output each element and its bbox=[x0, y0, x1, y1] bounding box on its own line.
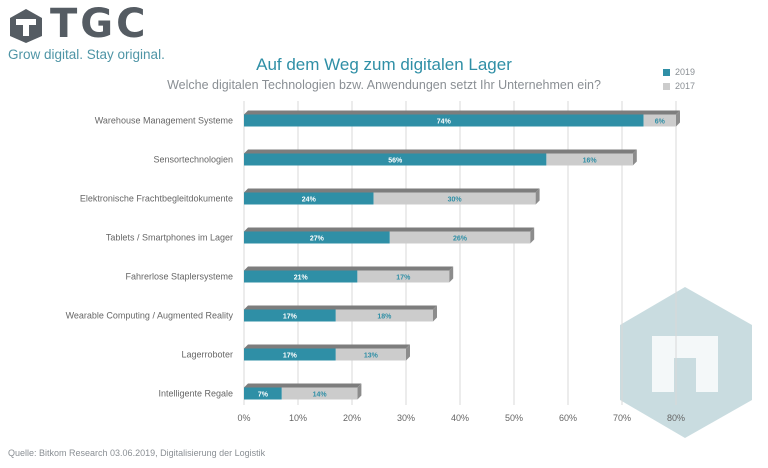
x-tick-label: 80% bbox=[667, 413, 685, 423]
bar-2017 bbox=[335, 348, 406, 361]
bar-side-shadow bbox=[357, 383, 362, 400]
bar-2017 bbox=[373, 192, 536, 205]
bar-side-shadow bbox=[406, 344, 410, 361]
bar-2019 bbox=[244, 348, 336, 361]
x-tick-label: 40% bbox=[451, 413, 469, 423]
data-label-2017: 17% bbox=[396, 275, 411, 282]
bar-side-shadow bbox=[676, 110, 680, 127]
data-label-2017: 6% bbox=[655, 119, 666, 126]
bar-side-shadow bbox=[530, 227, 535, 244]
bar-2019 bbox=[244, 192, 374, 205]
data-label-2017: 13% bbox=[364, 353, 379, 360]
category-label: Wearable Computing / Augmented Reality bbox=[66, 311, 234, 321]
legend-item-2019: 2019 bbox=[663, 65, 695, 79]
legend-swatch-2017 bbox=[663, 82, 670, 90]
legend-item-2017: 2017 bbox=[663, 79, 695, 93]
category-label: Lagerroboter bbox=[181, 350, 233, 360]
bar-top-shadow bbox=[244, 227, 535, 232]
x-tick-label: 60% bbox=[559, 413, 577, 423]
legend-label-2019: 2019 bbox=[675, 67, 696, 77]
tgc-logo-icon bbox=[10, 9, 42, 43]
category-label: Elektronische Frachtbegleitdokumente bbox=[80, 194, 233, 204]
brand-name: TGC bbox=[50, 1, 149, 47]
watermark-hexagon-icon bbox=[620, 287, 752, 438]
data-label-2019: 21% bbox=[294, 275, 309, 282]
bar-2017 bbox=[389, 231, 531, 244]
bar-side-shadow bbox=[433, 305, 437, 322]
data-label-2017: 16% bbox=[583, 158, 598, 165]
legend-label-2017: 2017 bbox=[675, 81, 696, 91]
bar-side-shadow bbox=[449, 266, 454, 283]
bar-2017 bbox=[546, 153, 633, 166]
source-note: Quelle: Bitkom Research 03.06.2019, Digi… bbox=[8, 448, 266, 458]
bar-side-shadow bbox=[632, 149, 637, 166]
x-tick-label: 30% bbox=[397, 413, 415, 423]
bar-2017 bbox=[281, 387, 358, 400]
data-label-2019: 7% bbox=[258, 392, 269, 399]
category-label: Intelligente Regale bbox=[158, 389, 233, 399]
x-tick-label: 70% bbox=[613, 413, 631, 423]
bar-top-shadow bbox=[244, 149, 637, 154]
data-label-2019: 74% bbox=[437, 119, 452, 126]
data-label-2017: 30% bbox=[448, 197, 463, 204]
bar-2017 bbox=[357, 270, 450, 283]
data-label-2017: 18% bbox=[377, 314, 392, 321]
category-label: Fahrerlose Staplersysteme bbox=[125, 272, 233, 282]
bar-2019 bbox=[244, 387, 282, 400]
data-label-2019: 56% bbox=[388, 158, 403, 165]
chart-title: Auf dem Weg zum digitalen Lager bbox=[256, 55, 512, 74]
bar-top-shadow bbox=[244, 305, 437, 310]
legend: 2019 2017 bbox=[663, 65, 695, 93]
bar-2017 bbox=[335, 309, 433, 322]
chart-subtitle: Welche digitalen Technologien bzw. Anwen… bbox=[167, 78, 601, 92]
bar-top-shadow bbox=[244, 344, 410, 349]
x-tick-label: 10% bbox=[289, 413, 307, 423]
x-tick-label: 50% bbox=[505, 413, 523, 423]
bar-2019 bbox=[244, 114, 644, 127]
bar-2019 bbox=[244, 309, 336, 322]
category-label: Warehouse Management Systeme bbox=[95, 116, 233, 126]
bar-top-shadow bbox=[244, 188, 540, 193]
bar-top-shadow bbox=[244, 110, 680, 115]
data-label-2019: 17% bbox=[283, 353, 298, 360]
data-label-2017: 26% bbox=[453, 236, 468, 243]
bar-side-shadow bbox=[535, 188, 540, 205]
x-tick-label: 20% bbox=[343, 413, 361, 423]
data-label-2019: 17% bbox=[283, 314, 298, 321]
data-label-2019: 27% bbox=[310, 236, 325, 243]
category-label: Tablets / Smartphones im Lager bbox=[106, 233, 233, 243]
bar-top-shadow bbox=[244, 383, 362, 388]
legend-swatch-2019 bbox=[663, 68, 670, 76]
brand-tagline: Grow digital. Stay original. bbox=[8, 47, 165, 62]
category-label: Sensortechnologien bbox=[153, 155, 233, 165]
x-tick-label: 0% bbox=[237, 413, 250, 423]
bar-2019 bbox=[244, 231, 390, 244]
bar-2017 bbox=[643, 114, 676, 127]
data-label-2019: 24% bbox=[302, 197, 317, 204]
bar-2019 bbox=[244, 153, 547, 166]
data-label-2017: 14% bbox=[313, 392, 328, 399]
bar-2019 bbox=[244, 270, 358, 283]
bar-top-shadow bbox=[244, 266, 454, 271]
